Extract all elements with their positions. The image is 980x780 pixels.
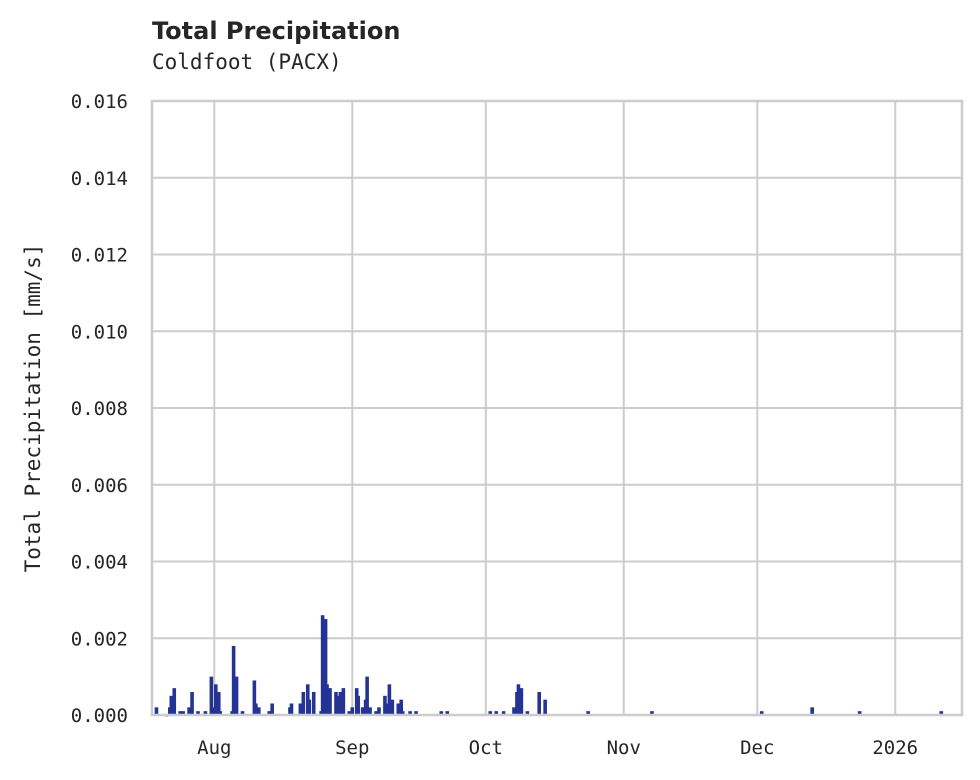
precip-bar — [759, 711, 764, 715]
precip-bar — [374, 711, 378, 715]
precip-bar — [234, 676, 239, 715]
y-tick-labels: 0.000 0.002 0.004 0.006 0.008 0.010 0.012 0.014… — [71, 91, 128, 727]
precip-bar — [445, 711, 450, 715]
chart-title: Total Precipitation — [152, 17, 401, 45]
y-tick-label: 0.006 — [71, 475, 128, 497]
precip-bar — [254, 703, 258, 715]
precip-bar — [216, 691, 221, 715]
precip-bar — [387, 684, 392, 715]
precip-bar — [325, 684, 329, 715]
x-tick-label: Sep — [335, 737, 369, 759]
precip-bar — [231, 645, 236, 715]
precip-bar — [334, 691, 338, 715]
precipitation-series — [154, 615, 944, 717]
y-tick-label: 0.010 — [71, 321, 128, 343]
precip-bar — [301, 691, 306, 715]
grid-lines — [152, 100, 962, 716]
x-tick-label: Aug — [197, 737, 231, 759]
precip-bar — [218, 711, 223, 715]
precip-bar — [543, 699, 547, 715]
precip-bar — [267, 711, 272, 715]
precip-bar — [257, 707, 261, 715]
precip-bar — [512, 707, 516, 715]
precip-bar — [939, 711, 944, 715]
precip-bar — [305, 684, 310, 715]
precip-bar — [350, 707, 355, 715]
precip-bar — [857, 711, 862, 715]
precip-bar — [323, 619, 328, 715]
x-tick-label: Oct — [469, 737, 503, 759]
precip-bar — [187, 707, 191, 715]
chart-subtitle: Coldfoot (PACX) — [152, 50, 342, 74]
precip-bar — [810, 707, 814, 715]
precip-bar — [390, 699, 395, 715]
precip-bar — [338, 691, 343, 715]
y-tick-label: 0.002 — [71, 628, 128, 650]
y-tick-label: 0.008 — [71, 398, 128, 420]
precip-bar — [196, 711, 200, 715]
precip-bar — [181, 711, 185, 715]
x-tick-label: Nov — [607, 737, 641, 759]
precip-bar — [525, 711, 530, 715]
precip-bar — [516, 684, 521, 715]
precip-bar — [537, 691, 541, 715]
precip-bar — [400, 711, 405, 715]
precip-bar — [320, 615, 325, 715]
precip-bar — [190, 691, 194, 715]
precip-bar — [368, 707, 372, 715]
precip-bar — [209, 676, 214, 715]
precip-bar — [214, 684, 218, 715]
precip-bar — [365, 676, 369, 715]
precip-bar — [252, 680, 257, 715]
precip-bar — [501, 711, 506, 715]
precip-bar — [169, 695, 174, 715]
precip-bar — [383, 695, 387, 715]
precip-bar — [298, 703, 303, 715]
precip-bar — [203, 711, 208, 715]
precip-bar — [178, 711, 183, 715]
precip-bar — [360, 707, 365, 715]
y-tick-label: 0.016 — [71, 91, 128, 113]
precip-bar — [396, 703, 401, 715]
precip-bar — [354, 688, 359, 715]
y-tick-label: 0.000 — [71, 705, 128, 727]
x-tick-label: 2026 — [872, 737, 918, 759]
precip-bar — [347, 711, 352, 715]
precip-bar — [154, 707, 159, 715]
precip-bar — [414, 711, 418, 715]
precip-bar — [494, 711, 498, 715]
plot-frame — [150, 99, 964, 717]
precip-bar — [586, 711, 590, 715]
precip-bar — [399, 699, 404, 715]
precip-bar — [341, 688, 346, 715]
x-tick-labels: Aug Sep Oct Nov Dec 2026 — [197, 737, 918, 759]
y-tick-label: 0.004 — [71, 552, 128, 574]
precip-bar — [377, 707, 381, 715]
y-tick-label: 0.012 — [71, 245, 128, 267]
y-tick-label: 0.014 — [71, 168, 128, 190]
precip-bar — [328, 688, 332, 715]
precip-bar — [240, 711, 245, 715]
precip-bar — [311, 691, 316, 715]
precip-bar — [650, 711, 654, 715]
precip-bar — [270, 703, 274, 715]
precip-bar — [519, 688, 524, 715]
precip-bar — [172, 688, 177, 715]
precip-bar — [488, 711, 493, 715]
precip-bar — [408, 711, 412, 715]
precip-bar — [439, 711, 444, 715]
precip-bar — [288, 707, 292, 715]
x-tick-label: Dec — [740, 737, 774, 759]
